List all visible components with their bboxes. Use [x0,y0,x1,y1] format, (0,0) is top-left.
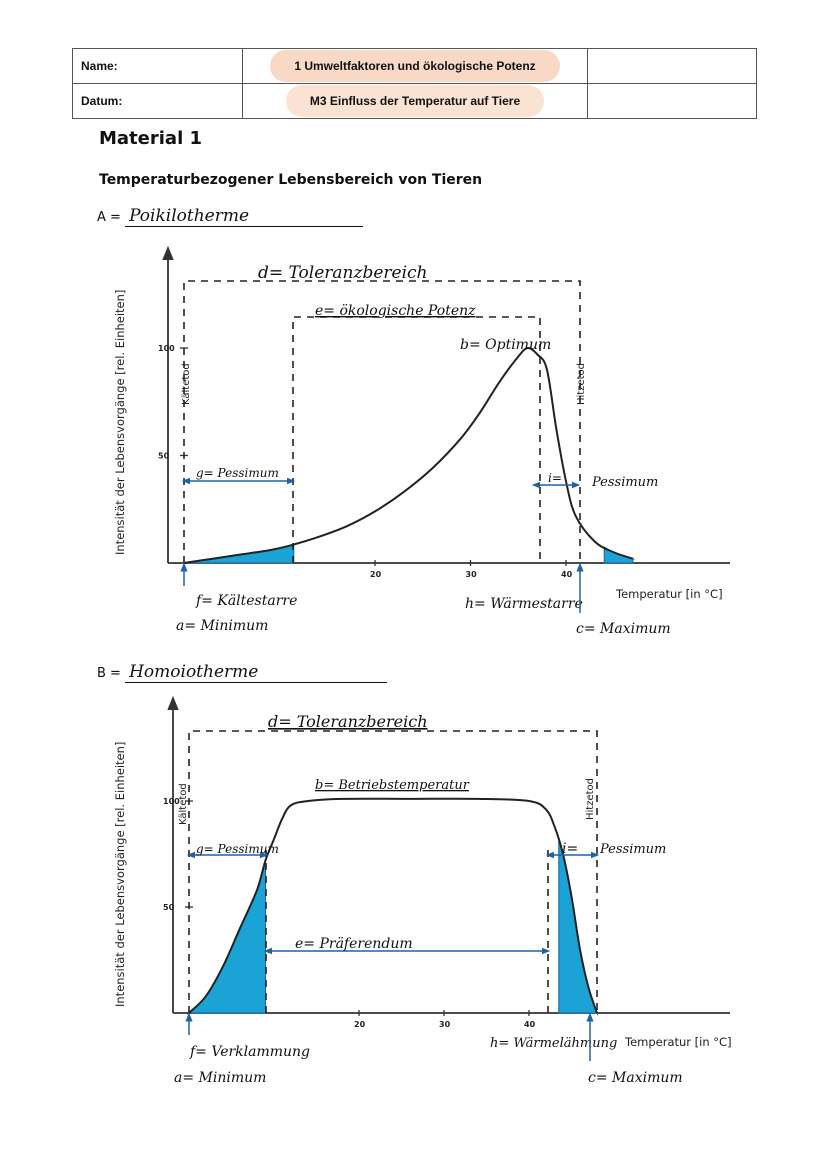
fill-left-b [187,857,267,1015]
x-tick-label: 40 [524,1020,536,1029]
header-empty-cell [587,48,757,84]
label-h-b: h= Wärmelähmung [490,1036,617,1051]
label-d-a: d= Toleranzbereich [258,263,428,283]
label-heat-death-b: Hitzetod [585,778,596,820]
label-b-b: b= Betriebstemperatur [315,778,470,793]
label-g-b: g= Pessimum [196,842,279,856]
label-i-a: i= [548,471,562,485]
label-e-b: e= Präferendum [295,936,413,952]
y-tick-label: 100 [158,344,175,353]
label-d-b: d= Toleranzbereich [268,712,428,731]
x-tick-label: 20 [354,1020,366,1029]
material-subtitle: M3 Einfluss der Temperatur auf Tiere [285,85,545,117]
header-empty-cell-2 [587,83,757,119]
answer-b: B = Homoiotherme [97,662,388,683]
label-c-b: c= Maximum [588,1070,683,1086]
dashed-frame [188,730,598,1013]
label-h-a: h= Wärmestarre [465,596,583,612]
label-cold-death-a: Kältetod [181,363,192,405]
date-label: Datum: [72,83,243,119]
y-tick-label: 50 [163,903,175,912]
x-tick-label: 30 [466,570,478,579]
label-a-b: a= Minimum [174,1070,266,1086]
label-heat-death-a: Hitzetod [576,363,587,405]
name-label: Name: [72,48,243,84]
answer-b-text: Homoiotherme [125,662,388,683]
answer-a-text: Poikilotherme [125,206,364,227]
dashed-frames-b [188,730,598,1013]
answer-a-prefix: A = [97,210,121,225]
chart-poikilotherm: Intensität der Lebensvorgänge [rel. Einh… [113,245,730,637]
x-tick-label: 30 [439,1020,451,1029]
y-axis-label-b: Intensität der Lebensvorgänge [rel. Einh… [113,742,127,1007]
answer-a: A = Poikilotherme [97,206,364,227]
label-a-a: a= Minimum [176,618,268,634]
label-cold-death-b: Kältetod [178,783,189,825]
curve-b [188,797,598,1014]
fill-right-b [558,840,599,1016]
dashed-frame [183,280,581,563]
y-axis-label-a: Intensität der Lebensvorgänge [rel. Einh… [113,290,127,555]
section-subtitle: Temperaturbezogener Lebensbereich von Ti… [99,172,483,188]
label-g-a: g= Pessimum [196,466,279,480]
topic-title: 1 Umweltfaktoren und ökologische Potenz [270,50,560,82]
label-f-b: f= Verklammung [189,1044,310,1060]
label-f-a: f= Kältestarre [195,593,297,609]
dashed-frames-a [183,280,581,563]
curve-a [183,346,634,564]
dashed-frame [292,316,541,563]
x-tick-label: 20 [370,570,382,579]
label-i-text-a: Pessimum [591,475,658,490]
answer-b-prefix: B = [97,666,121,681]
header-table: Name: 1 Umweltfaktoren und ökologische P… [72,48,757,119]
x-axis-label-a: Temperatur [in °C] [615,587,723,601]
chart-homoiotherm: Intensität der Lebensvorgänge [rel. Einh… [113,695,732,1086]
ticks-a: 20 30 40 100 50 [158,344,573,579]
x-tick-label: 40 [561,570,573,579]
label-b-a: b= Optimum [460,337,551,353]
y-tick-label: 50 [158,452,170,461]
label-c-a: c= Maximum [576,621,671,637]
label-i-text-b: Pessimum [599,842,666,857]
label-i-b: i= [562,841,578,857]
y-tick-label: 100 [163,797,180,806]
x-axis-label-b: Temperatur [in °C] [624,1035,732,1049]
label-e-a: e= ökologische Potenz [315,303,476,319]
ticks-b: 20 30 40 100 50 [163,797,536,1029]
material-title: Material 1 [99,128,203,149]
